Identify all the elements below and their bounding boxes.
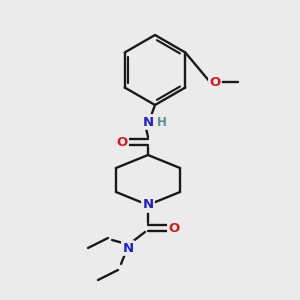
Text: N: N bbox=[122, 242, 134, 254]
Text: N: N bbox=[142, 199, 154, 212]
Text: O: O bbox=[168, 221, 180, 235]
Text: O: O bbox=[209, 76, 220, 88]
Text: O: O bbox=[116, 136, 128, 148]
Text: H: H bbox=[157, 116, 167, 128]
Text: N: N bbox=[142, 116, 154, 128]
